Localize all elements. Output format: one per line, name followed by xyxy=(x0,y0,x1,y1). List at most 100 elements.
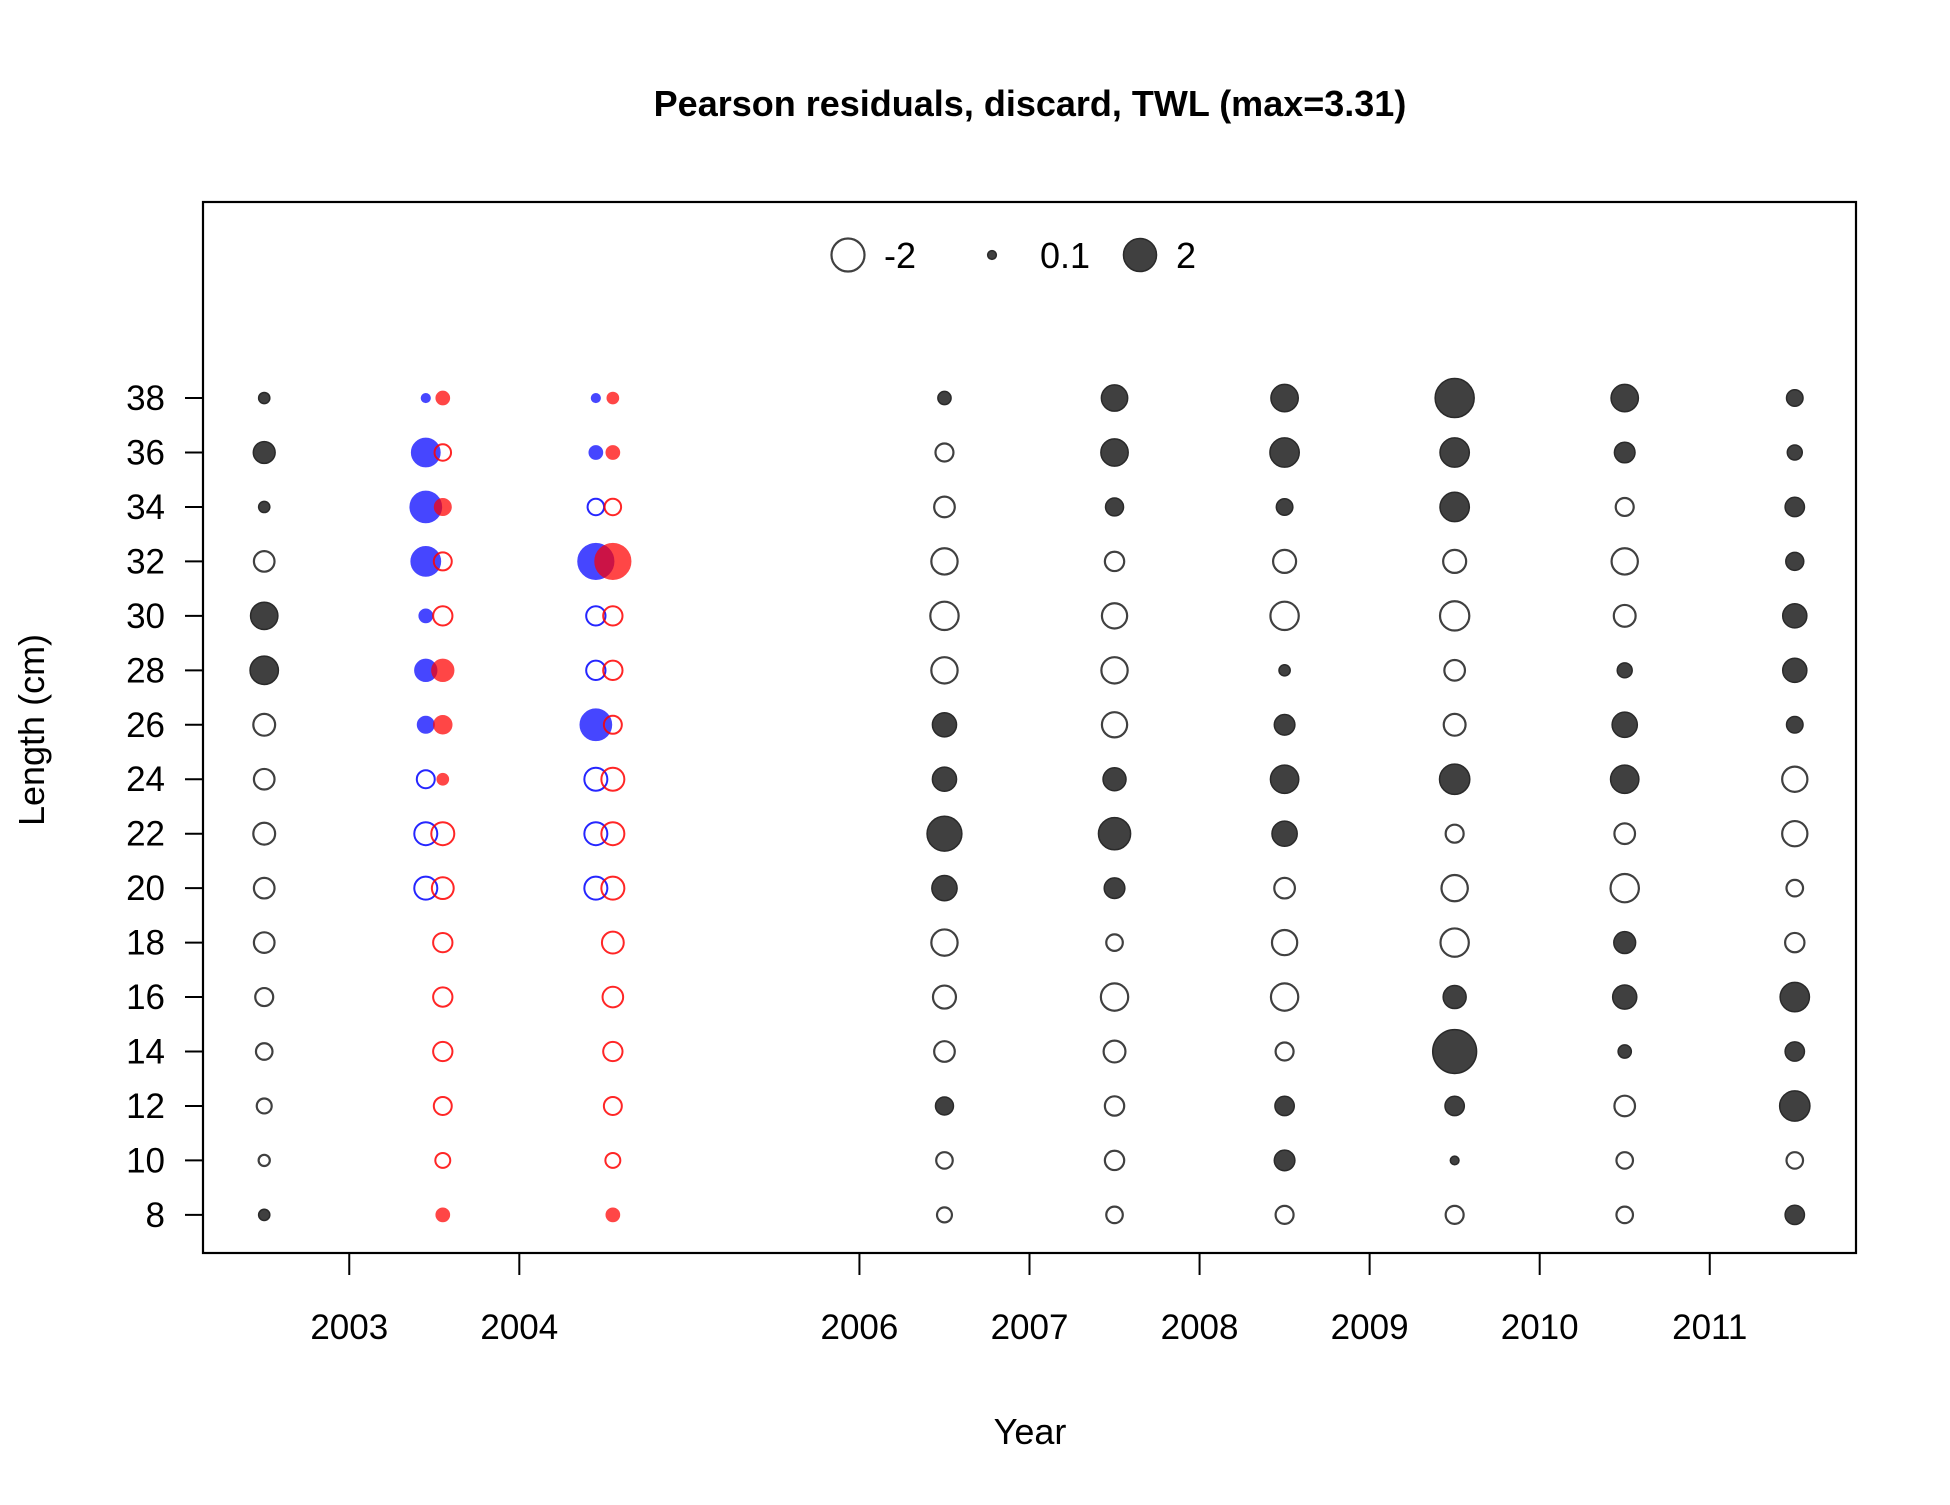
positive-residual-bubble xyxy=(257,500,271,514)
negative-residual-bubble xyxy=(930,547,959,576)
positive-residual-bubble xyxy=(579,708,613,742)
negative-residual-bubble xyxy=(1269,600,1300,632)
positive-residual-bubble xyxy=(1781,603,1808,629)
y-tick-label: 26 xyxy=(126,706,165,745)
x-axis-label: Year xyxy=(994,1411,1067,1452)
negative-residual-bubble xyxy=(583,875,609,901)
positive-residual-bubble xyxy=(1439,437,1471,468)
y-tick-label: 34 xyxy=(126,488,165,527)
negative-residual-bubble xyxy=(583,821,609,847)
legend-bubble xyxy=(830,237,866,273)
positive-residual-bubble xyxy=(605,1207,621,1223)
positive-residual-bubble xyxy=(1439,491,1471,523)
negative-residual-bubble xyxy=(252,767,276,791)
positive-residual-bubble xyxy=(435,1207,451,1223)
negative-residual-bubble xyxy=(252,876,276,900)
negative-residual-bubble xyxy=(929,600,960,632)
negative-residual-bubble xyxy=(931,984,958,1010)
negative-residual-bubble xyxy=(254,986,275,1008)
positive-residual-bubble xyxy=(435,390,451,406)
positive-residual-bubble xyxy=(1779,981,1811,1013)
negative-residual-bubble xyxy=(1438,600,1471,632)
y-tick-label: 20 xyxy=(126,869,165,908)
negative-residual-bubble xyxy=(257,1153,271,1168)
negative-residual-bubble xyxy=(1443,658,1467,682)
negative-residual-bubble xyxy=(583,766,609,792)
negative-residual-bubble xyxy=(1613,822,1637,846)
negative-residual-bubble xyxy=(252,821,277,846)
positive-residual-bubble xyxy=(252,440,276,465)
positive-residual-bubble xyxy=(1270,383,1299,413)
positive-residual-bubble xyxy=(1442,984,1467,1010)
positive-residual-bubble xyxy=(594,542,632,581)
negative-residual-bubble xyxy=(1781,819,1809,848)
negative-residual-bubble xyxy=(585,659,607,681)
negative-residual-bubble xyxy=(432,551,453,572)
negative-residual-bubble xyxy=(413,821,439,847)
positive-residual-bubble xyxy=(1100,438,1129,467)
positive-residual-bubble xyxy=(588,445,604,460)
negative-residual-bubble xyxy=(432,605,454,627)
positive-residual-bubble xyxy=(1103,877,1126,900)
negative-residual-bubble xyxy=(1271,548,1298,575)
negative-residual-bubble xyxy=(1613,1094,1637,1118)
x-tick-label: 2006 xyxy=(821,1308,899,1347)
negative-residual-bubble xyxy=(1102,1039,1127,1064)
negative-residual-bubble xyxy=(252,550,276,573)
positive-residual-bubble xyxy=(1278,663,1291,677)
positive-residual-bubble xyxy=(1449,1155,1460,1166)
positive-residual-bubble xyxy=(420,392,431,404)
negative-residual-bubble xyxy=(1785,1151,1805,1170)
positive-residual-bubble xyxy=(931,874,958,902)
positive-residual-bubble xyxy=(1275,497,1294,516)
positive-residual-bubble xyxy=(1438,763,1471,796)
positive-residual-bubble xyxy=(1273,1149,1296,1172)
positive-residual-bubble xyxy=(410,437,441,468)
negative-residual-bubble xyxy=(415,769,436,790)
negative-residual-bubble xyxy=(1103,1149,1126,1172)
x-tick-label: 2003 xyxy=(310,1308,388,1347)
y-tick-label: 10 xyxy=(126,1141,165,1180)
positive-residual-bubble xyxy=(1097,816,1132,851)
negative-residual-bubble xyxy=(1103,550,1126,573)
negative-residual-bubble xyxy=(600,766,626,792)
y-tick-label: 32 xyxy=(126,542,165,581)
x-tick-label: 2011 xyxy=(1672,1308,1747,1347)
y-tick-label: 28 xyxy=(126,651,165,690)
negative-residual-bubble xyxy=(1100,711,1129,739)
negative-residual-bubble xyxy=(1781,765,1809,793)
positive-residual-bubble xyxy=(1613,930,1637,955)
positive-residual-bubble xyxy=(1431,1028,1478,1075)
negative-residual-bubble xyxy=(432,1040,454,1063)
positive-residual-bubble xyxy=(605,445,621,460)
positive-residual-bubble xyxy=(433,715,453,735)
negative-residual-bubble xyxy=(432,1095,453,1116)
negative-residual-bubble xyxy=(252,712,277,737)
positive-residual-bubble xyxy=(1104,497,1125,517)
negative-residual-bubble xyxy=(430,876,455,901)
negative-residual-bubble xyxy=(1100,602,1129,630)
negative-residual-bubble xyxy=(1612,603,1637,628)
negative-residual-bubble xyxy=(255,1097,273,1115)
x-tick-label: 2007 xyxy=(991,1308,1069,1347)
negative-residual-bubble xyxy=(1100,656,1129,685)
negative-residual-bubble xyxy=(1615,1151,1635,1170)
positive-residual-bubble xyxy=(1781,657,1808,684)
y-tick-label: 36 xyxy=(126,433,165,472)
positive-residual-bubble xyxy=(1100,384,1129,412)
negative-residual-bubble xyxy=(1439,927,1470,958)
positive-residual-bubble xyxy=(1271,820,1298,848)
negative-residual-bubble xyxy=(934,442,955,463)
negative-residual-bubble xyxy=(586,497,606,517)
positive-residual-bubble xyxy=(1778,1090,1811,1122)
positive-residual-bubble xyxy=(1611,984,1638,1010)
positive-residual-bubble xyxy=(249,601,279,631)
negative-residual-bubble xyxy=(1105,933,1124,952)
positive-residual-bubble xyxy=(1269,764,1300,795)
negative-residual-bubble xyxy=(1785,878,1805,898)
y-tick-label: 30 xyxy=(126,597,165,636)
positive-residual-bubble xyxy=(257,391,271,405)
positive-residual-bubble xyxy=(416,715,435,734)
positive-residual-bubble xyxy=(1611,711,1639,739)
